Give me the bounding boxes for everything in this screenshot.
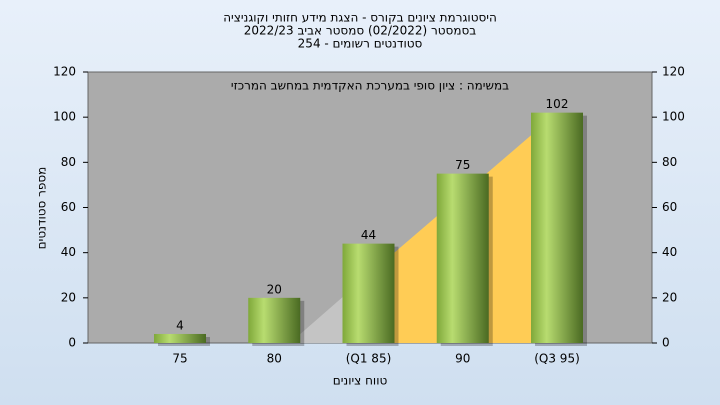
y-tick-label: 0 bbox=[68, 336, 76, 350]
bar bbox=[531, 112, 583, 344]
x-tick-label: (Q1 85) bbox=[346, 352, 392, 366]
x-tick-label: 75 bbox=[172, 352, 187, 366]
chart-title: היסטוגרמת ציונים בקורס - הצגת מידע חזותי… bbox=[223, 11, 497, 25]
x-tick-label: (Q3 95) bbox=[534, 352, 580, 366]
y2-tick-label: 120 bbox=[662, 65, 685, 79]
data-label: 4 bbox=[176, 318, 184, 332]
y2-tick-label: 40 bbox=[662, 245, 677, 259]
data-label: 44 bbox=[361, 228, 376, 242]
bar bbox=[154, 333, 206, 343]
y-tick-label: 100 bbox=[53, 110, 76, 124]
y-tick-label: 80 bbox=[61, 155, 76, 169]
y2-tick-label: 80 bbox=[662, 155, 677, 169]
chart-subtitle: סטודנטים רשומים - 254 bbox=[298, 37, 423, 51]
y2-tick-label: 0 bbox=[662, 336, 670, 350]
bar bbox=[436, 173, 489, 343]
annotation: במשימה : ציון סופי במערכת האקדמית במחשב … bbox=[231, 79, 509, 93]
y-tick-label: 40 bbox=[61, 245, 76, 259]
data-label: 20 bbox=[267, 282, 282, 296]
y2-tick-label: 20 bbox=[662, 290, 677, 304]
bar bbox=[342, 243, 395, 343]
quartile-shade bbox=[290, 295, 345, 343]
bar bbox=[248, 297, 301, 343]
x-tick-label: 80 bbox=[267, 352, 282, 366]
x-tick-label: 90 bbox=[455, 352, 470, 366]
y2-tick-label: 100 bbox=[662, 110, 685, 124]
x-axis-label: טווח ציונים bbox=[333, 374, 388, 388]
y2-tick-label: 60 bbox=[662, 200, 677, 214]
y-tick-label: 20 bbox=[61, 290, 76, 304]
data-label: 102 bbox=[546, 97, 569, 111]
chart-subtitle: בסמסטר (02/2022) סמסטר אביב 2022/23 bbox=[244, 24, 476, 38]
y-tick-label: 60 bbox=[61, 200, 76, 214]
y-axis-label: מספר סטודנטים bbox=[35, 167, 49, 250]
data-label: 75 bbox=[455, 158, 470, 172]
y-tick-label: 120 bbox=[53, 65, 76, 79]
